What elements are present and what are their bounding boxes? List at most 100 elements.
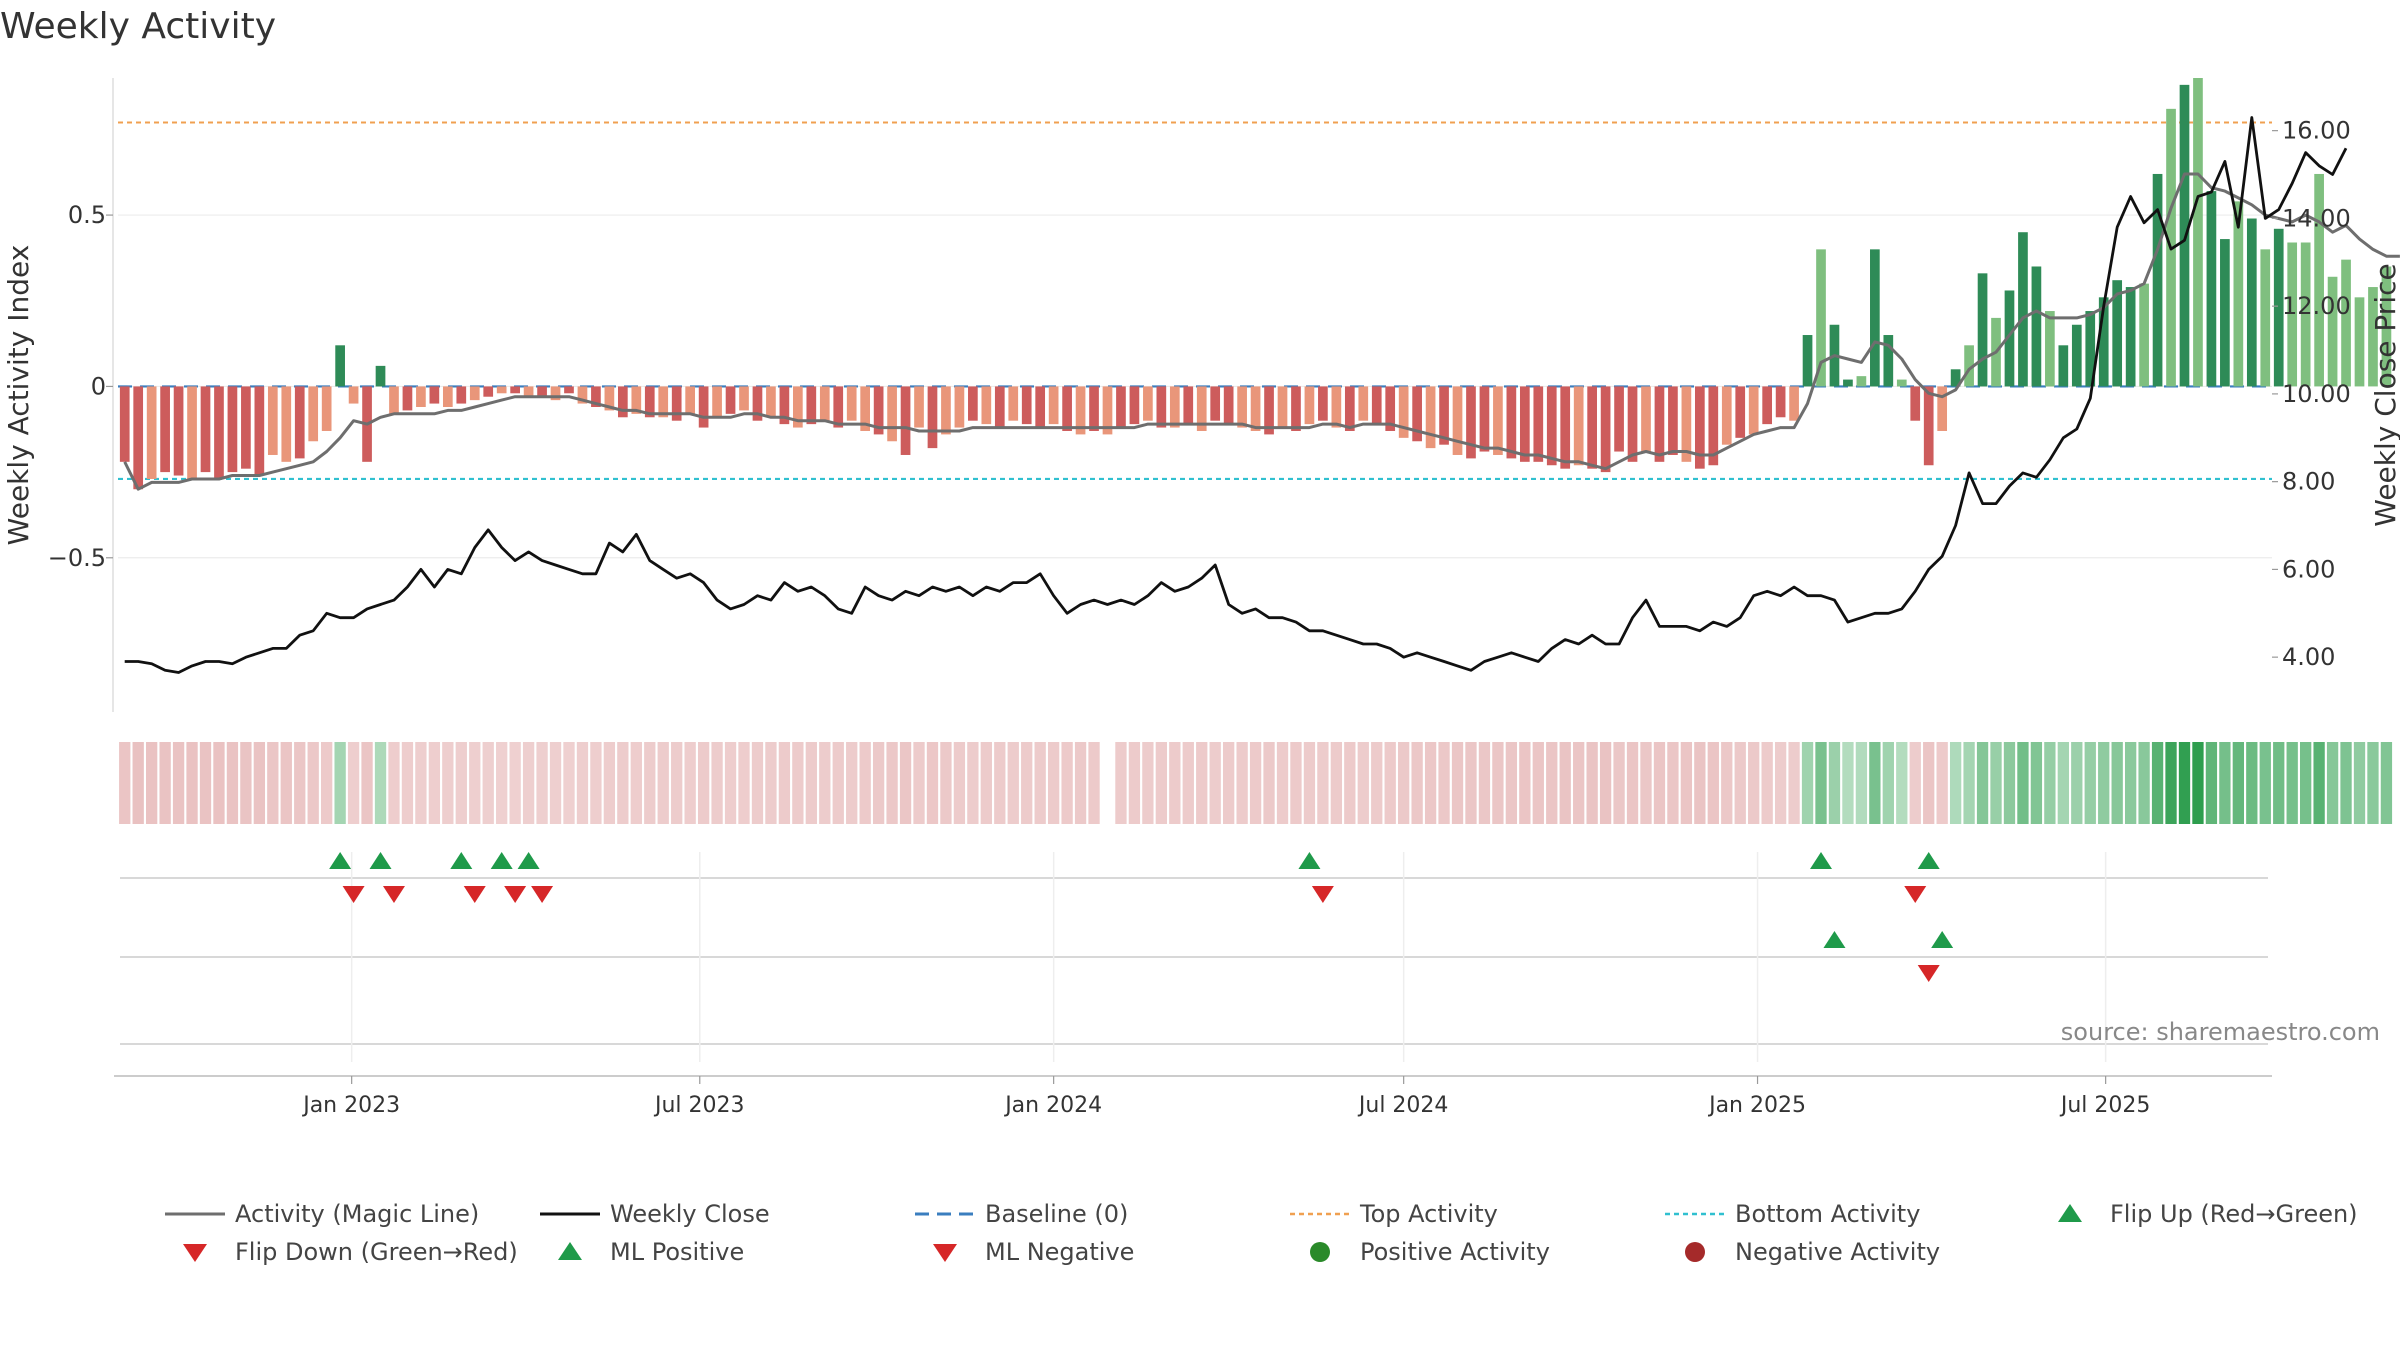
activity-bar [1614,386,1624,452]
activity-bar [793,386,803,428]
activity-bar [1587,386,1597,469]
activity-bar [819,386,830,421]
activity-strip-cell [2246,742,2258,824]
activity-bar [1533,386,1544,462]
activity-bar [2206,191,2217,387]
activity-strip-cell [428,742,441,824]
legend-item-ml-positive: ML Positive [540,1234,744,1270]
activity-bar [2273,228,2284,387]
activity-bar [241,386,251,469]
activity-strip-cell [630,742,642,824]
activity-strip-cell [1290,742,1302,824]
activity-strip-cell [1707,742,1719,824]
activity-strip-cell [374,742,387,824]
activity-strip-cell [1613,742,1625,824]
activity-bar [1816,249,1826,387]
flip-up-marker [517,852,540,869]
activity-bar [685,386,696,414]
activity-bar [1883,335,1894,387]
activity-bar [2246,218,2257,387]
red-circle-icon [1665,1234,1725,1270]
activity-strip-cell [1451,742,1464,824]
activity-strip-cell [1949,742,1962,824]
source-label: source: sharemaestro.com [2061,1018,2380,1046]
activity-bar [712,386,722,418]
up-triangle-icon [2040,1196,2100,1232]
activity-strip-cell [617,742,629,824]
activity-strip-cell [724,742,737,824]
legend-item-baseline: Baseline (0) [915,1196,1128,1232]
green-circle-icon [1290,1234,1350,1270]
activity-bar [1694,386,1705,469]
activity-strip-cell [2232,742,2244,824]
activity-bar [2193,78,2203,387]
activity-strip-cell [576,742,589,824]
activity-strip-cell [671,742,683,824]
legend-label: ML Positive [610,1238,745,1266]
activity-bar [442,386,453,407]
activity-bar [604,386,615,411]
activity-strip-cell [832,742,844,824]
activity-bar [1129,386,1140,425]
activity-bar [1856,376,1867,387]
activity-strip-cell [1223,742,1235,824]
activity-bar [1937,386,1948,431]
activity-strip-cell [1411,742,1423,824]
activity-bar [698,386,709,428]
grid-layer [118,214,2272,1062]
activity-bar [833,386,844,428]
activity-bar [1102,386,1113,435]
activity-strip-cell [1371,742,1383,824]
legend-item-negative-activity: Negative Activity [1665,1234,1940,1270]
legend-label: Flip Up (Red→Green) [2110,1200,2358,1228]
activity-strip-cell [549,742,562,824]
activity-strip-cell [2003,742,2016,824]
activity-strip-cell [1815,742,1827,824]
activity-bar [644,386,655,418]
down-triangle-icon [915,1234,975,1270]
flip-down-marker [342,886,365,903]
activity-strip-cell [1196,742,1208,824]
activity-strip-cell [1074,742,1087,824]
right-tick-label: 12.00 [2282,292,2351,320]
activity-bar [1398,386,1409,438]
activity-strip-cell [1249,742,1262,824]
activity-bar [2112,280,2123,387]
activity-strip-cell [1694,742,1706,824]
activity-strip-cell [1734,742,1746,824]
right-tick-label: 14.00 [2282,204,2351,232]
ml-negative-marker [1917,965,1940,982]
activity-strip-cell [899,742,912,824]
activity-bar [1910,386,1921,421]
activity-strip-cell [2300,742,2312,824]
activity-bar [1748,386,1759,435]
activity-strip-cell [469,742,481,824]
flip-down-marker [504,886,527,903]
activity-bar [2018,232,2028,387]
legend: Activity (Magic Line) Weekly Close Basel… [150,1196,2390,1286]
activity-bar [752,386,763,421]
activity-strip-cell [738,742,750,824]
activity-bar [1237,386,1247,428]
activity-strip-cell [751,742,764,824]
activity-bar [1923,386,1934,466]
activity-bar [994,386,1005,428]
activity-strip-cell [1761,742,1773,824]
activity-strip-cell [2178,742,2191,824]
activity-strip-cell [1424,742,1437,824]
activity-bar [2098,297,2109,387]
activity-bar [1008,386,1019,421]
legend-label: ML Negative [985,1238,1135,1266]
activity-bar [267,386,278,455]
legend-label: Activity (Magic Line) [235,1200,480,1228]
activity-strip-cell [886,742,898,824]
flip-up-marker [1810,852,1833,869]
activity-bar [389,386,399,414]
activity-bar [1896,379,1907,387]
activity-strip-cell [1384,742,1396,824]
activity-strip-cell [294,742,306,824]
activity-bar [941,386,951,435]
x-tick-label: Jan 2025 [1707,1093,1806,1118]
activity-strip-cell [1276,742,1289,824]
activity-strip-cell [1303,742,1316,824]
